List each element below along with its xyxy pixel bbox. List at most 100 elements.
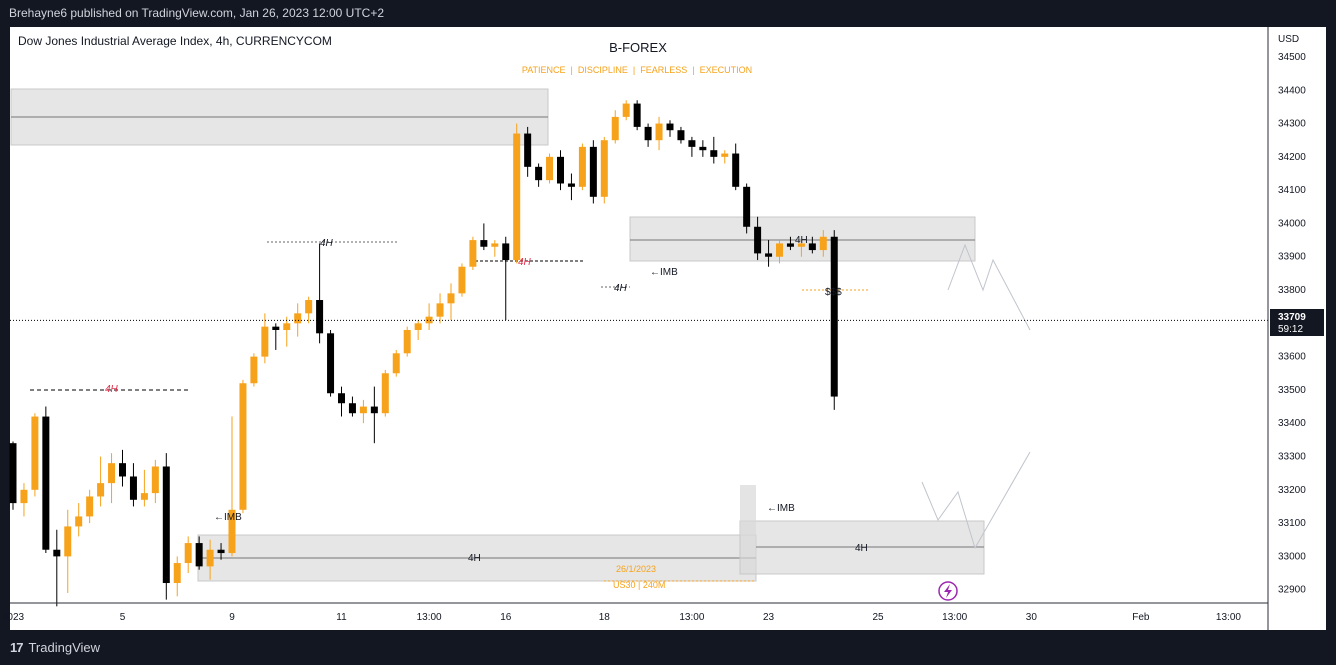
candle <box>184 536 192 574</box>
label-liquidity: $$$ <box>825 287 842 298</box>
candle <box>403 326 411 357</box>
time-tick-label: 30 <box>1026 612 1038 623</box>
price-tick-label: 34500 <box>1278 52 1306 63</box>
publish-bar: Brehayne6 published on TradingView.com, … <box>0 0 1336 27</box>
price-tick-label: 34000 <box>1278 218 1306 229</box>
candle <box>797 240 805 257</box>
candle <box>578 143 586 191</box>
price-tick-label: 33000 <box>1278 551 1306 562</box>
price-tick-label: 33300 <box>1278 452 1306 463</box>
label-imb-mid: ←IMB <box>650 267 678 278</box>
candle <box>86 489 94 524</box>
candle <box>195 536 203 570</box>
price-tick-label: 33900 <box>1278 252 1306 263</box>
candle <box>272 323 280 350</box>
candle <box>469 236 477 271</box>
price-badge-countdown: 59:12 <box>1278 324 1303 335</box>
label-4h-left: 4H <box>105 384 119 395</box>
candle <box>42 406 50 554</box>
candle <box>53 529 61 607</box>
lightning-icon[interactable] <box>938 581 958 601</box>
candle <box>600 136 608 204</box>
label-4h-supply: 4H <box>795 235 808 246</box>
tradingview-brand: TradingView <box>28 640 101 655</box>
candle <box>557 150 564 191</box>
candle <box>206 539 214 580</box>
projection-down <box>921 451 1031 550</box>
candle <box>228 416 236 557</box>
candle <box>655 116 663 151</box>
currency-label: USD <box>1278 34 1299 45</box>
candle <box>754 216 762 261</box>
time-tick-label: 11 <box>336 612 347 623</box>
time-tick-label: 18 <box>599 612 611 623</box>
price-tick-label: 34200 <box>1278 152 1306 163</box>
candle <box>622 100 630 121</box>
time-tick-label: 25 <box>872 612 884 623</box>
candle <box>786 236 794 251</box>
candle <box>502 236 510 320</box>
label-4h-pullback: 4H <box>518 257 532 268</box>
candle <box>359 399 367 424</box>
candle <box>524 126 532 177</box>
candle <box>666 120 674 137</box>
candle <box>283 316 291 347</box>
time-tick-label: 13:00 <box>942 612 967 623</box>
candle <box>20 483 28 517</box>
candle <box>392 349 400 377</box>
candle <box>250 353 258 387</box>
candle <box>162 453 170 600</box>
candle <box>611 110 619 144</box>
time-tick-label: 13:00 <box>1216 612 1241 623</box>
candle <box>261 313 269 364</box>
candle <box>677 126 685 144</box>
time-tick-label: 2023 <box>2 612 25 623</box>
candle <box>64 509 72 594</box>
price-tick-label: 34400 <box>1278 85 1306 96</box>
candle <box>776 240 783 264</box>
candle <box>140 469 148 507</box>
projection-up <box>947 243 1031 331</box>
candle <box>436 293 444 324</box>
candle <box>633 100 641 131</box>
supply-zone-4h <box>629 216 976 262</box>
candles-layer <box>9 100 838 607</box>
label-4h-mid: 4H <box>320 238 334 249</box>
label-imb-left: ←IMB <box>214 512 242 523</box>
label-imb-right: ←IMB <box>767 503 795 514</box>
candle <box>9 441 17 510</box>
candle <box>327 329 335 397</box>
candle <box>75 503 83 537</box>
candle <box>765 240 773 267</box>
tradingview-logo[interactable]: 17 TradingView <box>10 640 100 655</box>
label-instrument: US30 | 240M <box>613 580 665 590</box>
price-tick-label: 33400 <box>1278 418 1306 429</box>
time-tick-label: 13:00 <box>417 612 442 623</box>
candle <box>447 283 455 320</box>
symbol-title: Dow Jones Industrial Average Index, 4h, … <box>18 34 332 48</box>
candle <box>31 413 39 497</box>
price-tick-label: 33600 <box>1278 352 1306 363</box>
label-date: 26/1/2023 <box>616 564 656 574</box>
price-tick-label: 33100 <box>1278 518 1306 529</box>
price-tick-label: 32900 <box>1278 585 1306 596</box>
candle <box>644 123 652 147</box>
label-4h-demand-right: 4H <box>855 543 868 554</box>
candle <box>710 136 718 164</box>
candle <box>414 319 422 340</box>
candle <box>129 463 137 507</box>
candle <box>458 263 466 297</box>
imb-box <box>740 485 756 535</box>
candle <box>425 303 433 330</box>
candle <box>370 386 378 444</box>
candle <box>535 163 543 187</box>
price-tick-label: 34300 <box>1278 119 1306 130</box>
candle <box>480 223 488 251</box>
candle <box>97 456 105 507</box>
candle <box>305 296 313 324</box>
candle <box>589 140 597 204</box>
candlestick-chart[interactable]: USD 34500 34400 34300 34200 34100 34000 33900 3… <box>0 0 1336 630</box>
time-tick-labels: 2023 5 9 11 13:00 16 18 13:00 23 25 13:00 30 Feb 13:0… <box>2 612 1242 623</box>
time-tick-label: Feb <box>1132 612 1150 623</box>
candle <box>173 556 181 597</box>
